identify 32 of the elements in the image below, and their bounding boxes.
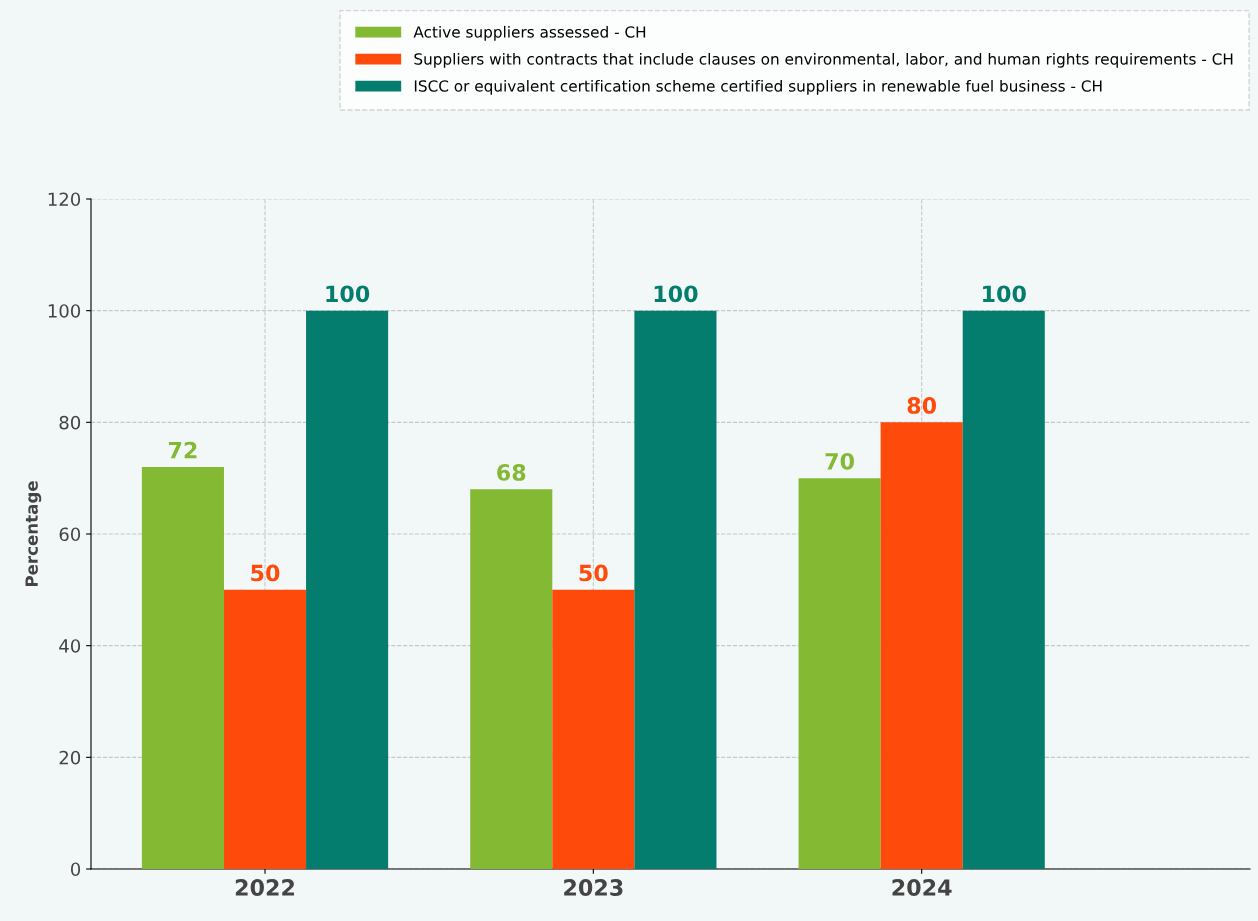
bar — [223, 589, 307, 869]
y-tick-label: 40 — [59, 639, 81, 653]
x-tick-label: 2023 — [564, 879, 623, 896]
y-tick-label: 80 — [59, 415, 81, 430]
y-tick-label: 0 — [70, 862, 81, 877]
legend-label: Suppliers with contracts that include clauses on environmental, labor, and human rights requirements - CH — [414, 52, 1233, 68]
data-label: 50 — [579, 564, 608, 582]
y-tick-label: 20 — [59, 750, 81, 765]
data-label: 100 — [654, 285, 698, 303]
legend-label: Active suppliers assessed - CH — [413, 25, 646, 41]
bar — [141, 467, 224, 869]
bar — [962, 310, 1045, 869]
bar — [552, 589, 635, 869]
legend-label: ISCC or equivalent certification scheme certified suppliers in renewable fuel business - CH — [414, 79, 1102, 95]
x-tick-label: 2024 — [892, 879, 952, 896]
x-tick-label: 2022 — [235, 879, 295, 896]
bar — [470, 489, 553, 869]
data-label: 70 — [825, 452, 854, 470]
bar — [634, 310, 717, 869]
data-label: 100 — [326, 285, 370, 303]
bar — [798, 478, 881, 869]
bar — [306, 310, 389, 869]
data-label: 50 — [251, 564, 280, 582]
data-label: 80 — [907, 397, 937, 414]
data-label: 72 — [168, 441, 197, 459]
y-tick-label: 100 — [48, 304, 81, 318]
y-tick-label: 60 — [59, 527, 81, 542]
data-label: 100 — [983, 285, 1026, 303]
y-tick-label: 120 — [48, 192, 81, 207]
y-axis-title: Percentage — [25, 481, 42, 587]
bar — [880, 422, 963, 869]
data-label: 68 — [497, 464, 526, 481]
